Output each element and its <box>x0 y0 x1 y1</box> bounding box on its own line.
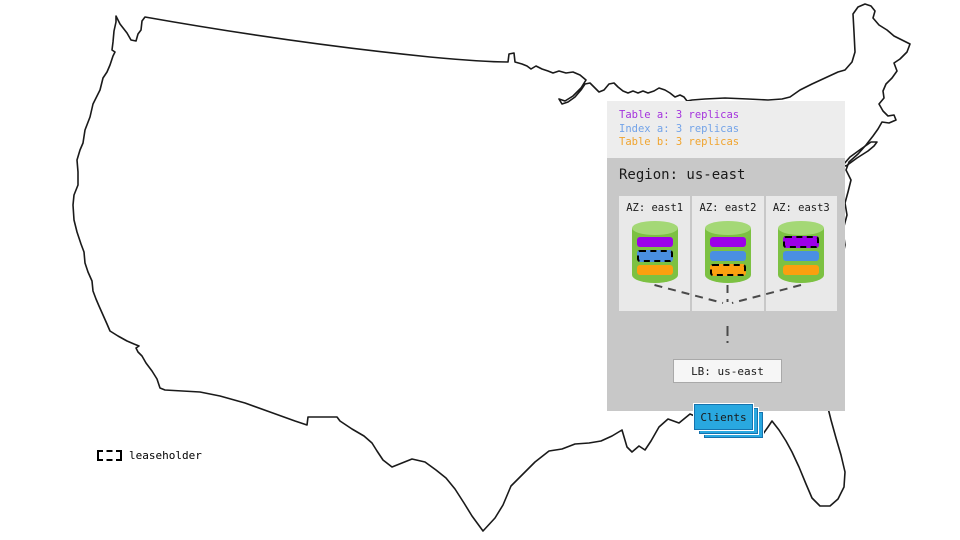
legend-table-b: Table b: 3 replicas <box>619 136 740 148</box>
region-title: Region: us-east <box>619 167 746 183</box>
replica-legend: Table a: 3 replicas Index a: 3 replicas … <box>607 101 845 158</box>
replica-bar-table-a-leaseholder <box>783 236 820 248</box>
cylinder-top <box>704 221 751 235</box>
clients-label: Clients <box>700 410 747 424</box>
az-east1-label: AZ: east1 <box>626 202 684 214</box>
replica-bar-index-a-leaseholder <box>636 250 673 262</box>
legend-table-a: Table a: 3 replicas <box>619 109 740 121</box>
az-east1: AZ: east1 <box>619 196 691 311</box>
database-cylinder-icon <box>704 221 751 283</box>
long-island-outline <box>842 141 878 167</box>
replica-bar-table-b-leaseholder <box>709 264 746 276</box>
replica-bar-table-b <box>783 265 820 275</box>
az-east2-label: AZ: east2 <box>699 202 757 214</box>
az-east2: AZ: east2 <box>692 196 764 311</box>
clients-stack: Clients <box>694 404 763 438</box>
az-east3: AZ: east3 <box>765 196 837 311</box>
load-balancer-box: LB: us-east <box>673 359 782 383</box>
legend-index-a: Index a: 3 replicas <box>619 122 740 135</box>
leaseholder-key-label: leaseholder <box>129 449 202 462</box>
leaseholder-dashed-swatch-icon <box>97 450 122 461</box>
replica-bar-table-a <box>636 237 673 247</box>
clients-box: Clients <box>694 404 753 430</box>
cylinder-top <box>778 221 825 235</box>
region-panel: Table a: 3 replicas Index a: 3 replicas … <box>607 101 845 438</box>
replica-bar-table-b <box>636 265 673 275</box>
az-row: AZ: east1 AZ: east2 <box>619 196 837 311</box>
database-cylinder-icon <box>631 221 678 283</box>
replica-bar-index-a <box>709 251 746 261</box>
az-east3-label: AZ: east3 <box>772 202 830 214</box>
cylinder-top <box>631 221 678 235</box>
database-cylinder-icon <box>778 221 825 283</box>
leaseholder-key: leaseholder <box>97 449 202 462</box>
replica-bar-table-a <box>709 237 746 247</box>
load-balancer-label: LB: us-east <box>691 364 764 378</box>
us-mainland-outline <box>72 3 911 532</box>
region-box: Region: us-east AZ: east1 AZ: east2 <box>607 158 845 438</box>
replica-bar-index-a <box>783 251 820 261</box>
